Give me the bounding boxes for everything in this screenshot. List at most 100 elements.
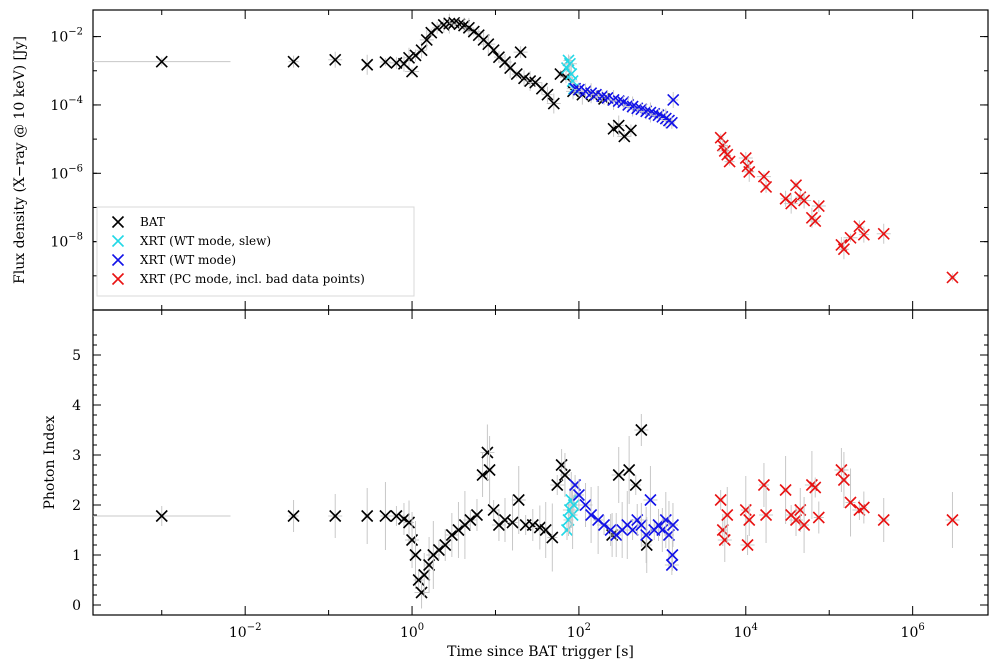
top-point-xrt-pc-mode-incl-bad-data-points — [789, 179, 803, 192]
bottom-point-xrt-wt-mode — [644, 493, 657, 507]
top-point-bat — [510, 68, 523, 81]
top-point-xrt-wt-mode — [622, 98, 635, 112]
top-point-bat — [361, 58, 374, 71]
top-point-xrt-wt-mode — [648, 107, 661, 120]
bottom-point-xrt-wt-mode — [626, 523, 639, 537]
legend-marker — [111, 272, 125, 286]
legend-marker — [111, 234, 125, 248]
bottom-point-xrt-pc-mode-incl-bad-data-points — [779, 483, 792, 497]
legend-entry: XRT (PC mode, incl. bad data points) — [140, 272, 365, 286]
bottom-point-xrt-pc-mode-incl-bad-data-points — [844, 496, 857, 509]
bottom-point-bat — [629, 478, 642, 492]
top-point-xrt-pc-mode-incl-bad-data-points — [844, 231, 857, 244]
top-point-bat — [415, 44, 428, 57]
bottom-point-xrt-wt-mode — [585, 508, 598, 522]
top-ytick-label: 10−2 — [50, 27, 83, 46]
top-point-xrt-pc-mode-incl-bad-data-points — [798, 194, 811, 207]
bottom-point-xrt-wt-mode — [597, 518, 611, 532]
bottom-point-bat — [418, 568, 431, 582]
bottom-point-bat — [558, 468, 572, 482]
bottom-point-xrt-pc-mode-incl-bad-data-points — [741, 538, 754, 552]
top-point-xrt-pc-mode-incl-bad-data-points — [853, 220, 866, 233]
bottom-point-bat — [483, 463, 496, 477]
top-point-bat — [612, 119, 625, 132]
bottom-point-xrt-wt-mode — [572, 488, 585, 502]
bottom-ytick-label: 0 — [72, 598, 81, 614]
top-point-xrt-pc-mode-incl-bad-data-points — [759, 180, 773, 193]
bottom-y-axis-title: Photon Index — [42, 415, 58, 509]
bottom-ytick-label: 5 — [72, 348, 81, 364]
bottom-point-xrt-wt-mode — [640, 528, 653, 542]
bottom-point-xrt-wt-mode — [665, 558, 678, 572]
top-point-xrt-wt-mode-slew — [563, 57, 576, 70]
bottom-point-bat — [155, 509, 168, 523]
bottom-point-bat — [423, 558, 436, 572]
x-tick-label: 106 — [901, 622, 925, 641]
bottom-panel-frame — [92, 309, 989, 616]
bottom-point-bat — [623, 463, 636, 477]
bottom-point-xrt-pc-mode-incl-bad-data-points — [812, 511, 825, 524]
x-tick-label: 104 — [734, 622, 758, 641]
x-tick-label: 100 — [400, 622, 424, 641]
x-axis-title: Time since BAT trigger [s] — [447, 644, 634, 660]
bottom-point-bat — [432, 543, 445, 557]
top-point-xrt-pc-mode-incl-bad-data-points — [812, 199, 825, 213]
bottom-point-bat — [481, 446, 494, 459]
top-point-bat — [443, 17, 456, 30]
bottom-point-bat — [445, 528, 458, 542]
top-point-xrt-pc-mode-incl-bad-data-points — [809, 215, 822, 228]
bottom-point-xrt-wt-mode-slew — [560, 523, 574, 537]
bottom-point-bat — [402, 516, 416, 529]
bottom-point-bat — [551, 478, 564, 492]
bottom-point-xrt-pc-mode-incl-bad-data-points — [789, 513, 803, 527]
bottom-point-bat — [546, 531, 559, 544]
top-point-xrt-wt-mode — [640, 105, 653, 118]
top-point-xrt-wt-mode — [667, 93, 680, 107]
top-point-xrt-pc-mode-incl-bad-data-points — [785, 197, 798, 210]
top-point-bat — [517, 72, 531, 85]
bottom-point-xrt-pc-mode-incl-bad-data-points — [809, 481, 822, 494]
top-point-xrt-pc-mode-incl-bad-data-points — [877, 227, 890, 240]
bottom-ytick-label: 4 — [72, 398, 81, 414]
bottom-ytick-label: 3 — [72, 448, 81, 464]
top-ytick-label: 10−4 — [50, 95, 83, 114]
bottom-point-xrt-wt-mode — [666, 548, 679, 562]
bottom-point-bat — [439, 538, 452, 552]
bottom-point-xrt-wt-mode — [579, 498, 592, 512]
bottom-ytick-label: 2 — [72, 498, 81, 514]
legend: BAT XRT (WT mode, slew) XRT (WT mode) XRT (… — [96, 206, 415, 297]
bottom-point-xrt-pc-mode-incl-bad-data-points — [798, 518, 811, 532]
legend-marker — [111, 253, 125, 267]
top-point-xrt-pc-mode-incl-bad-data-points — [721, 148, 734, 161]
bottom-point-xrt-pc-mode-incl-bad-data-points — [837, 473, 850, 487]
bottom-point-bat — [640, 538, 653, 552]
bottom-point-xrt-pc-mode-incl-bad-data-points — [721, 508, 734, 522]
bottom-point-bat — [470, 508, 484, 522]
top-point-xrt-pc-mode-incl-bad-data-points — [757, 170, 770, 183]
bottom-point-xrt-wt-mode — [635, 518, 648, 532]
top-point-bat — [547, 97, 560, 110]
legend-box — [96, 206, 415, 297]
bottom-point-bat — [498, 513, 512, 527]
top-point-xrt-pc-mode-incl-bad-data-points — [837, 243, 850, 256]
bottom-point-xrt-pc-mode-incl-bad-data-points — [757, 478, 770, 492]
top-point-bat — [492, 51, 505, 64]
legend-marker — [111, 215, 125, 229]
top-point-bat — [487, 44, 500, 57]
top-point-bat — [514, 46, 527, 59]
bottom-point-xrt-wt-mode — [659, 513, 672, 527]
legend-entry: BAT — [140, 215, 165, 229]
x-tick-label: 102 — [567, 622, 591, 641]
bottom-point-bat — [287, 509, 300, 523]
top-ytick-label: 10−8 — [50, 232, 83, 251]
top-y-axis-title: Flux density (X−ray @ 10 keV) [Jy] — [12, 36, 28, 284]
top-point-bat — [405, 65, 419, 78]
bottom-point-bat — [415, 586, 428, 599]
bottom-point-bat — [464, 513, 477, 527]
top-panel: 10−2 10−4 10−6 10−8 Flux density (X−ray @ 10… — [12, 9, 989, 311]
bottom-point-xrt-pc-mode-incl-bad-data-points — [946, 513, 959, 527]
top-point-xrt-pc-mode-incl-bad-data-points — [723, 155, 736, 168]
top-point-bat — [402, 51, 416, 64]
top-point-xrt-wt-mode — [665, 116, 678, 129]
